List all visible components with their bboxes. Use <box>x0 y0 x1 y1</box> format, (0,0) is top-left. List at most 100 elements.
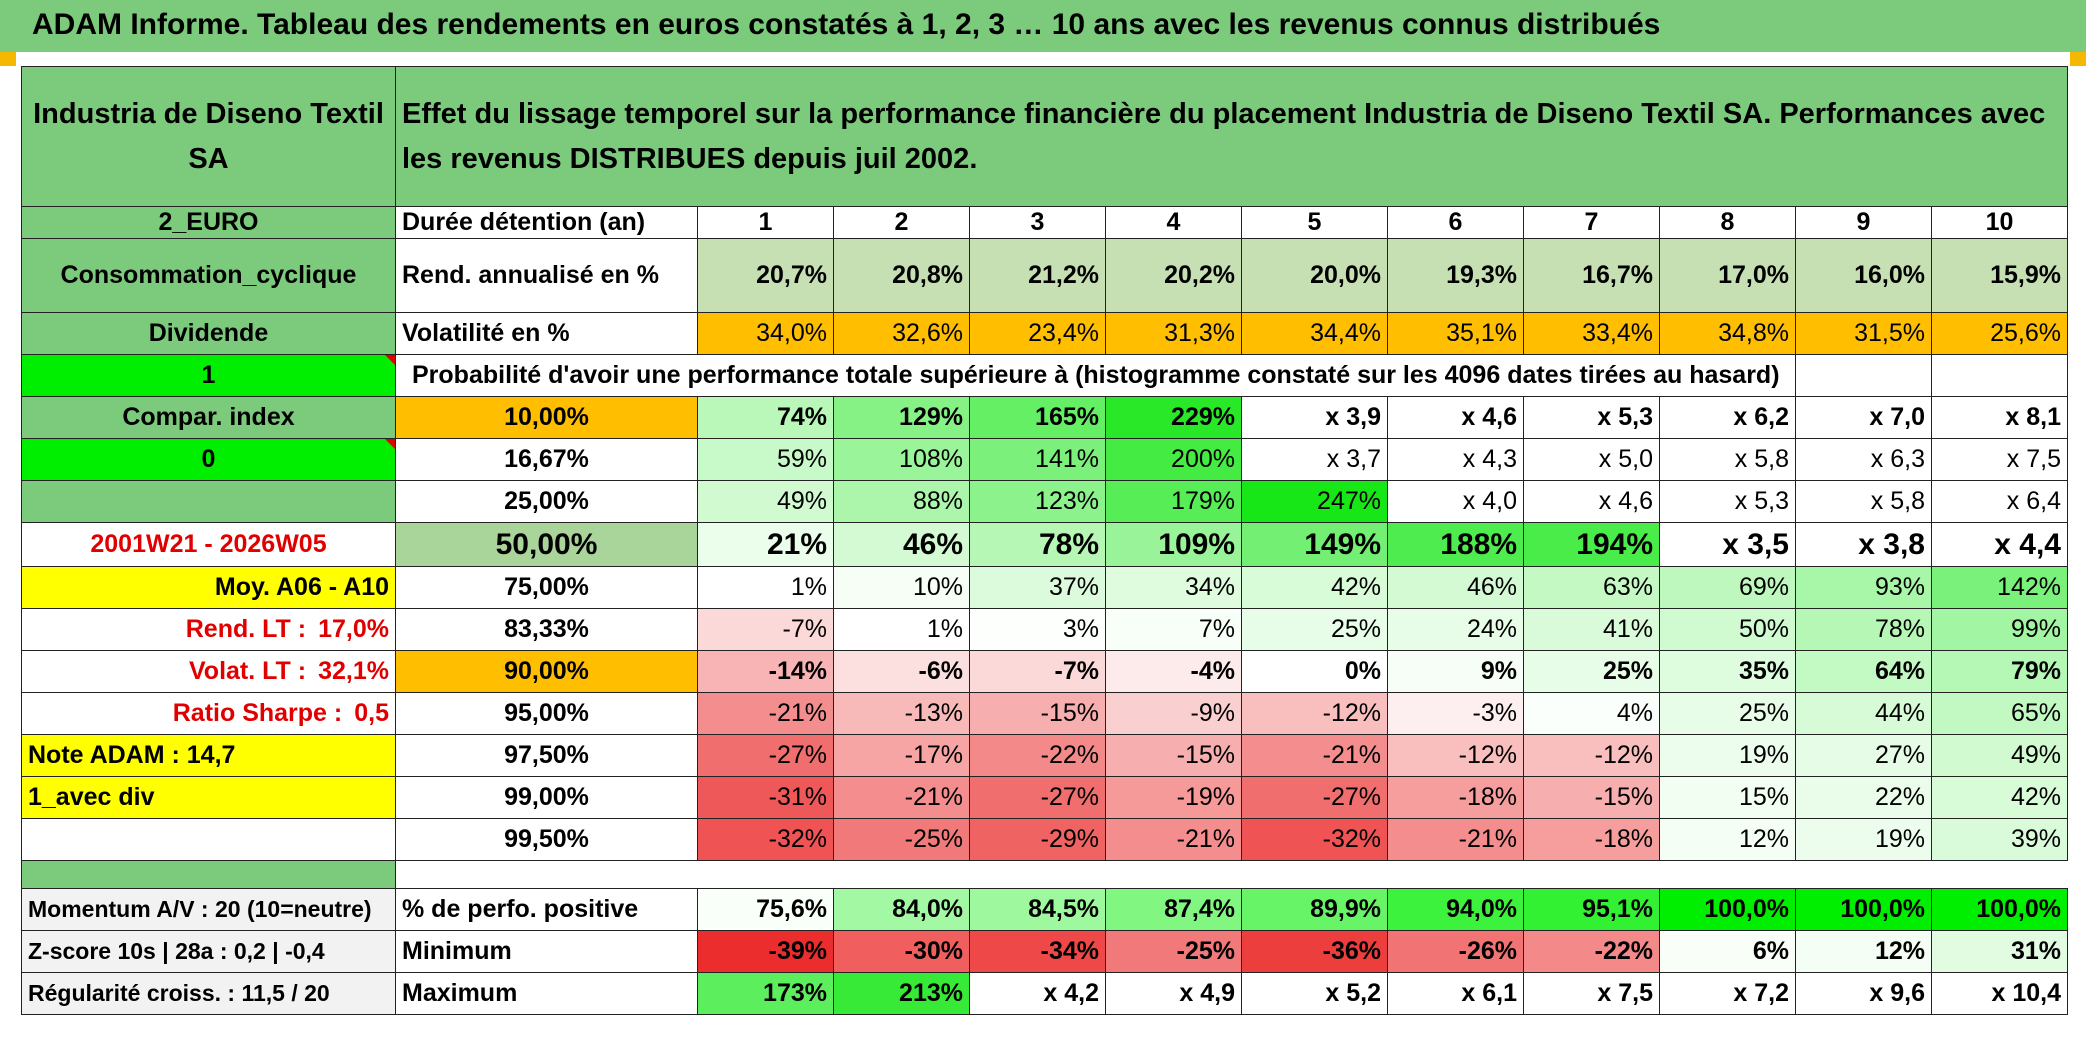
quantile-value: 78% <box>1795 608 1932 651</box>
quantile-value: -15% <box>969 692 1106 735</box>
max-value: x 9,6 <box>1795 972 1932 1015</box>
quantile-value: 65% <box>1931 692 2068 735</box>
quantile-value: 3% <box>969 608 1106 651</box>
spacer-green-cell <box>21 860 396 889</box>
label: Rend. LT : <box>185 615 307 643</box>
year-header: 7 <box>1523 206 1660 239</box>
vol-value: 32,6% <box>833 312 970 355</box>
sharpe-ratio: Ratio Sharpe : 0,5 <box>21 692 396 735</box>
quantile-value: x 6,3 <box>1795 438 1932 481</box>
table-description: Effet du lissage temporel sur la perform… <box>395 66 2068 207</box>
quantile-value: -32% <box>697 818 834 861</box>
vol-value: 34,4% <box>1241 312 1388 355</box>
table-row: 1_avec div 99,00% -31% -21% -27% -19% -27% -18%… <box>21 776 2068 819</box>
quantile-value: 1% <box>697 566 834 609</box>
table-row: Volat. LT : 32,1% 90,00% -14% -6% -7% -4% 0% 9% 2… <box>21 650 2068 693</box>
quantile-value: -12% <box>1387 734 1524 777</box>
quantile-value: -21% <box>833 776 970 819</box>
duration-label: Durée détention (an) <box>395 206 698 239</box>
currency-label: 2_EURO <box>21 206 396 239</box>
quantile-value: 50% <box>1659 608 1796 651</box>
table-row: 2_EURO Durée détention (an) 1 2 3 4 5 6 7 8 9 10 <box>21 206 2068 239</box>
table-row: 25,00% 49% 88% 123% 179% 247% x 4,0 x 4,6 x 5,3 x… <box>21 480 2068 523</box>
quantile-value: -21% <box>697 692 834 735</box>
quantile-value: -27% <box>969 776 1106 819</box>
quantile-value: 12% <box>1659 818 1796 861</box>
table-body: Industria de Diseno Textil SA Effet du l… <box>21 66 2068 1015</box>
quantile-value: 19% <box>1795 818 1932 861</box>
pos-value: 89,9% <box>1241 888 1388 931</box>
period-label: 2001W21 - 2026W05 <box>21 522 396 567</box>
quantile-value: -6% <box>833 650 970 693</box>
vol-value: 34,0% <box>697 312 834 355</box>
quantile-value: -21% <box>1105 818 1242 861</box>
rend-value: 21,2% <box>969 238 1106 313</box>
pos-value: 84,5% <box>969 888 1106 931</box>
vol-value: 31,3% <box>1105 312 1242 355</box>
vol-value: 35,1% <box>1387 312 1524 355</box>
quantile-value: 1% <box>833 608 970 651</box>
year-header: 9 <box>1795 206 1932 239</box>
year-header: 2 <box>833 206 970 239</box>
quantile-value: x 7,5 <box>1931 438 2068 481</box>
quantile-value: 37% <box>969 566 1106 609</box>
company-name: Industria de Diseno Textil SA <box>21 66 396 207</box>
zscore-label: Z-score 10s | 28a : 0,2 | -0,4 <box>21 930 396 973</box>
quantile-value: 19% <box>1659 734 1796 777</box>
quantile-value: 27% <box>1795 734 1932 777</box>
quantile-value: 7% <box>1105 608 1242 651</box>
table-row: Rend. LT : 17,0% 83,33% -7% 1% 3% 7% 25% 24% 41% 5… <box>21 608 2068 651</box>
min-value: -39% <box>697 930 834 973</box>
quantile-value: -7% <box>697 608 834 651</box>
quantile-value: -31% <box>697 776 834 819</box>
quantile-value: 4% <box>1523 692 1660 735</box>
quantile-value: -18% <box>1523 818 1660 861</box>
quantile-label: 75,00% <box>395 566 698 609</box>
quantile-label: 16,67% <box>395 438 698 481</box>
quantile-value: x 5,0 <box>1523 438 1660 481</box>
value: 32,1% <box>318 657 389 685</box>
quantile-value: 0% <box>1241 650 1388 693</box>
dividend-label: Dividende <box>21 312 396 355</box>
quantile-value: 129% <box>833 396 970 439</box>
table-row: Note ADAM : 14,7 97,50% -27% -17% -22% -15% -2… <box>21 734 2068 777</box>
quantile-value: 59% <box>697 438 834 481</box>
quantile-value: 93% <box>1795 566 1932 609</box>
quantile-value: x 6,4 <box>1931 480 2068 523</box>
value: 17,0% <box>318 615 389 643</box>
quantile-value: 194% <box>1523 522 1660 567</box>
volat-lt: Volat. LT : 32,1% <box>21 650 396 693</box>
quantile-value: x 4,4 <box>1931 522 2068 567</box>
min-value: 31% <box>1931 930 2068 973</box>
max-value: x 4,2 <box>969 972 1106 1015</box>
table-row: Ratio Sharpe : 0,5 95,00% -21% -13% -15% -9% -1… <box>21 692 2068 735</box>
empty-cell <box>1795 354 1932 397</box>
table-row: 2001W21 - 2026W05 50,00% 21% 46% 78% 109% 149%… <box>21 522 2068 567</box>
year-header: 3 <box>969 206 1106 239</box>
quantile-value: 22% <box>1795 776 1932 819</box>
corner-marker-right <box>2070 52 2086 66</box>
quantile-value: -19% <box>1105 776 1242 819</box>
vol-label: Volatilité en % <box>395 312 698 355</box>
quantile-value: x 4,6 <box>1387 396 1524 439</box>
quantile-value: x 3,7 <box>1241 438 1388 481</box>
quantile-value: x 3,8 <box>1795 522 1932 567</box>
positive-label: % de perfo. positive <box>395 888 698 931</box>
table-row: Compar. index 10,00% 74% 129% 165% 229% x 3,9 x… <box>21 396 2068 439</box>
quantile-value: 188% <box>1387 522 1524 567</box>
vol-value: 23,4% <box>969 312 1106 355</box>
pos-value: 75,6% <box>697 888 834 931</box>
quantile-value: -27% <box>1241 776 1388 819</box>
quantile-value: 25% <box>1241 608 1388 651</box>
year-header: 1 <box>697 206 834 239</box>
vol-value: 34,8% <box>1659 312 1796 355</box>
quantile-value: x 4,6 <box>1523 480 1660 523</box>
table-row: Moy. A06 - A10 75,00% 1% 10% 37% 34% 42% 46% 63%… <box>21 566 2068 609</box>
quantile-value: 74% <box>697 396 834 439</box>
quantile-value: -22% <box>969 734 1106 777</box>
quantile-value: 229% <box>1105 396 1242 439</box>
quantile-value: 69% <box>1659 566 1796 609</box>
rend-lt: Rend. LT : 17,0% <box>21 608 396 651</box>
quantile-value: -17% <box>833 734 970 777</box>
quantile-value: 200% <box>1105 438 1242 481</box>
